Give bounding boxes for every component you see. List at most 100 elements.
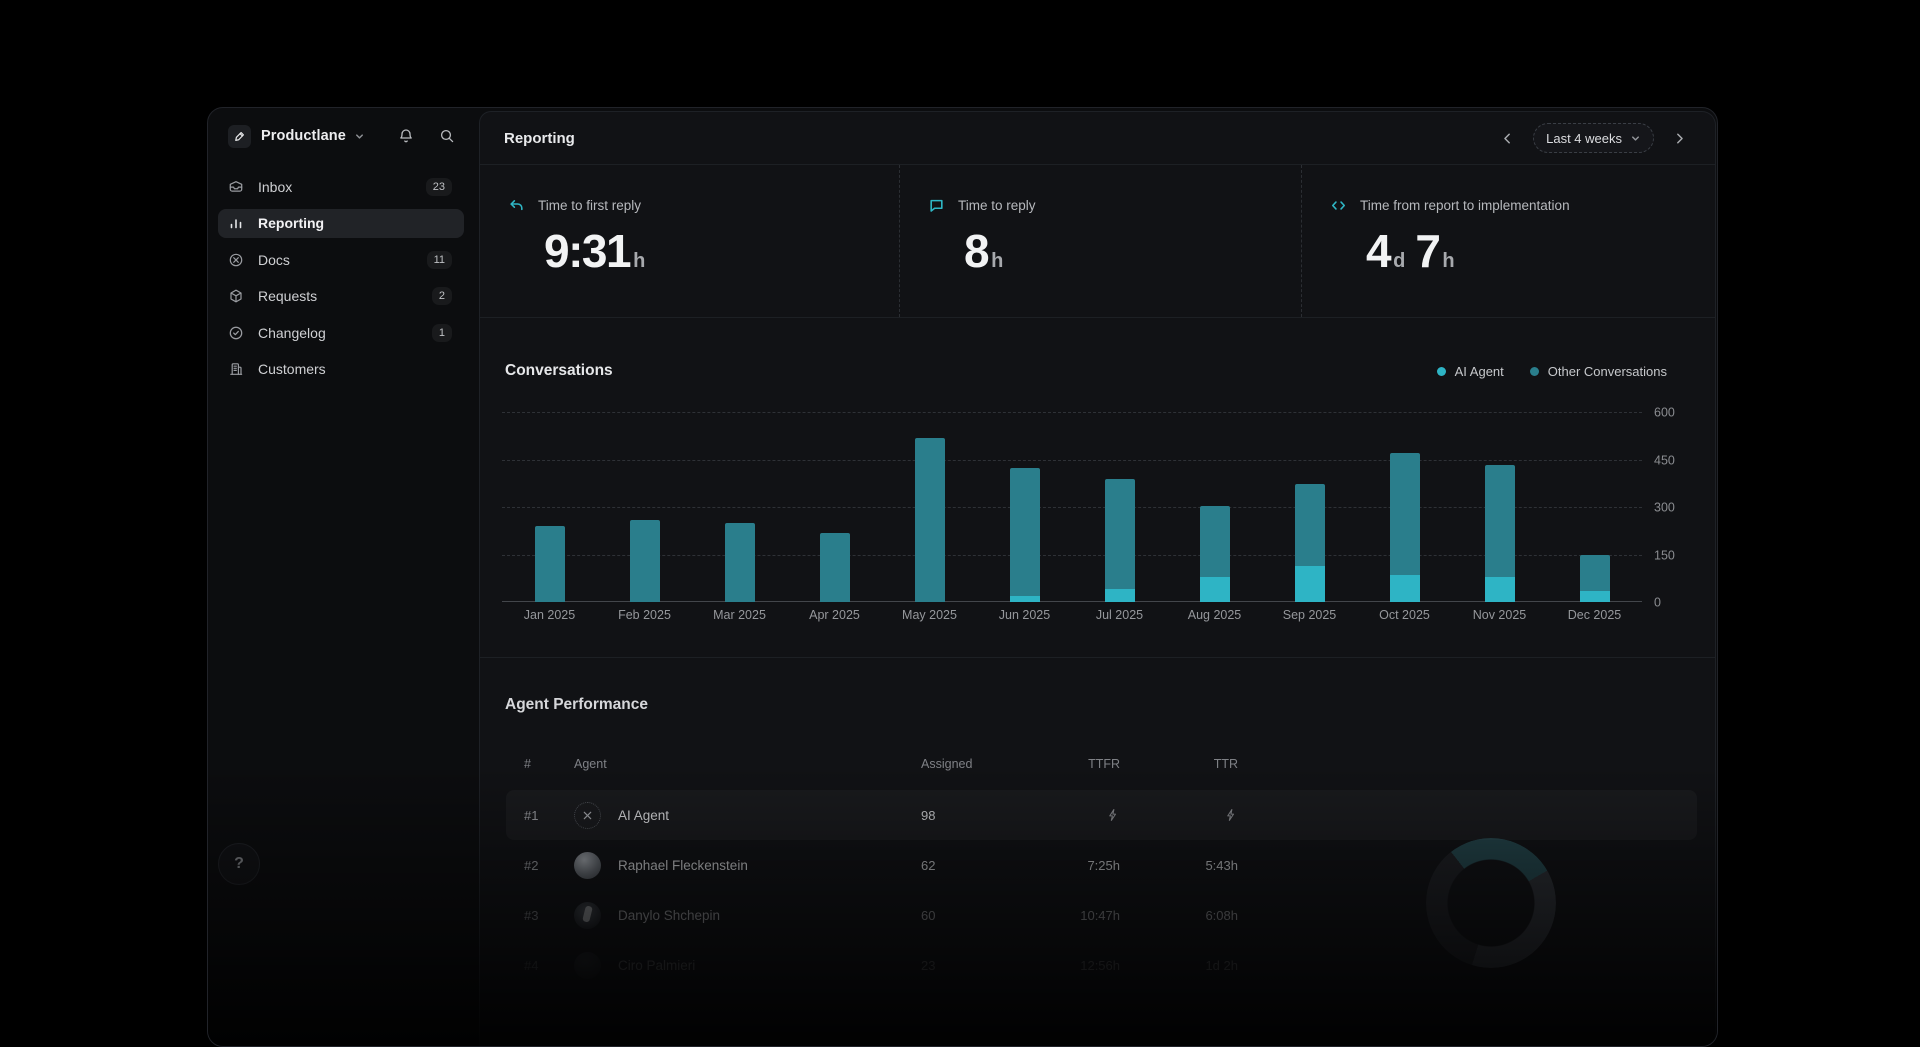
next-period-chevron-right-icon[interactable] xyxy=(1668,127,1691,150)
bar-jan-2025[interactable] xyxy=(534,526,565,602)
bar-segment-other xyxy=(1009,468,1040,596)
bar-feb-2025[interactable] xyxy=(629,519,660,602)
workspace-chevron-down-icon[interactable] xyxy=(354,131,365,142)
avatar xyxy=(574,901,601,929)
previous-period-chevron-left-icon[interactable] xyxy=(1496,127,1519,150)
bar-segment-other xyxy=(629,519,660,602)
bar-segment-other xyxy=(534,526,565,602)
bar-mar-2025[interactable] xyxy=(724,523,755,602)
search-icon[interactable] xyxy=(439,128,455,144)
bar-dec-2025[interactable] xyxy=(1579,555,1610,602)
docs-icon xyxy=(228,252,245,268)
code-icon xyxy=(1330,197,1347,214)
x-tick-label: Nov 2025 xyxy=(1472,608,1527,622)
bar-chart-icon xyxy=(228,215,245,231)
table-row[interactable]: #3 Danylo Shchepin 60 10:47h 6:08h xyxy=(506,890,1697,940)
table-row[interactable]: #2 Raphael Fleckenstein 62 7:25h 5:43h xyxy=(506,840,1697,890)
sidebar-item-docs[interactable]: Docs 11 xyxy=(218,245,464,274)
conversations-title: Conversations xyxy=(505,362,613,379)
bar-jun-2025[interactable] xyxy=(1009,468,1040,602)
stats-row: Time to first reply 9:31 h Time to reply 8 h T… xyxy=(480,165,1715,318)
sidebar-item-reporting[interactable]: Reporting xyxy=(218,208,464,238)
sidebar-item-label: Customers xyxy=(258,361,326,377)
main-panel: Reporting Last 4 weeks Time to first rep… xyxy=(479,111,1716,1046)
agent-rank: #3 xyxy=(524,907,539,923)
bar-may-2025[interactable] xyxy=(914,437,945,602)
sidebar-item-inbox[interactable]: Inbox 23 xyxy=(218,172,464,201)
agent-assigned: 23 xyxy=(921,957,936,973)
column-header-assigned: Assigned xyxy=(921,757,973,771)
conversations-chart xyxy=(502,412,1642,602)
table-header-row: # Agent Assigned TTFR TTR xyxy=(506,748,1697,780)
stat-label: Time to reply xyxy=(958,198,1036,213)
bar-sep-2025[interactable] xyxy=(1294,483,1325,602)
stat-value: 9:31 xyxy=(544,225,632,277)
agent-name: Danylo Shchepin xyxy=(618,907,721,923)
lightning-icon xyxy=(1224,808,1238,822)
stat-unit: h xyxy=(991,250,1004,272)
period-chevron-down-icon xyxy=(1630,133,1641,144)
x-tick-label: Jan 2025 xyxy=(523,608,576,622)
help-button[interactable]: ? xyxy=(218,843,260,885)
bar-segment-ai xyxy=(1009,595,1040,602)
stat-value: 7 xyxy=(1415,225,1441,277)
agent-performance-table: # Agent Assigned TTFR TTR #1 AI Agent 98 #2 Rapha… xyxy=(480,748,1715,990)
stat-unit: h xyxy=(1442,250,1455,272)
agent-ttr xyxy=(1120,808,1238,822)
bar-oct-2025[interactable] xyxy=(1389,453,1420,602)
bar-apr-2025[interactable] xyxy=(819,532,850,602)
bar-segment-ai xyxy=(1199,576,1230,602)
gridline xyxy=(502,554,1642,556)
sidebar-item-label: Changelog xyxy=(258,324,326,341)
legend-label: AI Agent xyxy=(1454,363,1504,379)
sidebar-item-requests[interactable]: Requests 2 xyxy=(218,282,464,311)
gridline xyxy=(502,459,1642,461)
agent-name: Raphael Fleckenstein xyxy=(618,857,748,873)
sidebar: Productlane Inbox 23 Reporting Docs 11 Reques… xyxy=(208,108,479,1046)
agent-name: Ciro Palmieri xyxy=(618,957,696,973)
agent-assigned: 62 xyxy=(921,857,936,873)
bar-segment-other xyxy=(1579,555,1610,591)
x-tick-label: Dec 2025 xyxy=(1567,608,1622,622)
agent-ttfr: 10:47h xyxy=(1080,907,1120,923)
period-selector[interactable]: Last 4 weeks xyxy=(1533,123,1654,153)
table-row[interactable]: #1 AI Agent 98 xyxy=(506,790,1697,840)
page-title: Reporting xyxy=(504,129,575,147)
agent-ttfr: 7:25h xyxy=(1087,857,1120,873)
column-header-agent: Agent xyxy=(574,757,607,771)
agent-ttr: 1d 2h xyxy=(1205,957,1238,973)
bar-segment-ai xyxy=(1579,590,1610,602)
bar-nov-2025[interactable] xyxy=(1484,465,1515,602)
x-tick-label: Sep 2025 xyxy=(1282,608,1337,622)
cube-icon xyxy=(228,288,245,304)
x-tick-label: Aug 2025 xyxy=(1187,608,1242,622)
customers-icon xyxy=(228,361,245,377)
bar-segment-other xyxy=(1389,453,1420,576)
x-tick-label: Mar 2025 xyxy=(713,608,766,622)
inbox-icon xyxy=(228,179,245,195)
chart-x-axis-labels: Jan 2025 Feb 2025 Mar 2025 Apr 2025 May 2025… xyxy=(502,608,1642,622)
sidebar-item-customers[interactable]: Customers xyxy=(218,355,464,384)
sidebar-item-changelog[interactable]: Changelog 1 xyxy=(218,318,464,347)
stat-card-2: Time from report to implementation 4 d 7 h xyxy=(1301,165,1715,317)
notifications-bell-icon[interactable] xyxy=(398,128,414,144)
x-tick-label: May 2025 xyxy=(902,608,957,622)
productlane-logo-icon[interactable] xyxy=(228,124,251,148)
y-tick-label: 600 xyxy=(1654,405,1675,420)
table-row[interactable]: #4 Ciro Palmieri 23 12:56h 1d 2h xyxy=(506,940,1697,990)
sidebar-item-badge: 2 xyxy=(431,287,452,305)
workspace-name[interactable]: Productlane xyxy=(261,128,346,144)
bar-jul-2025[interactable] xyxy=(1104,478,1135,602)
legend-item[interactable]: AI Agent xyxy=(1436,363,1504,379)
gridline xyxy=(502,507,1642,508)
stat-unit: h xyxy=(633,250,646,272)
lightning-icon xyxy=(1106,808,1120,822)
agent-rank: #1 xyxy=(524,807,539,823)
sidebar-item-badge: 1 xyxy=(431,323,452,342)
bar-aug-2025[interactable] xyxy=(1199,505,1230,602)
stat-label: Time from report to implementation xyxy=(1360,198,1570,213)
legend-item[interactable]: Other Conversations xyxy=(1529,364,1667,379)
agent-name: AI Agent xyxy=(618,807,670,823)
stat-card-1: Time to reply 8 h xyxy=(899,165,1301,317)
agent-assigned: 98 xyxy=(921,807,936,823)
